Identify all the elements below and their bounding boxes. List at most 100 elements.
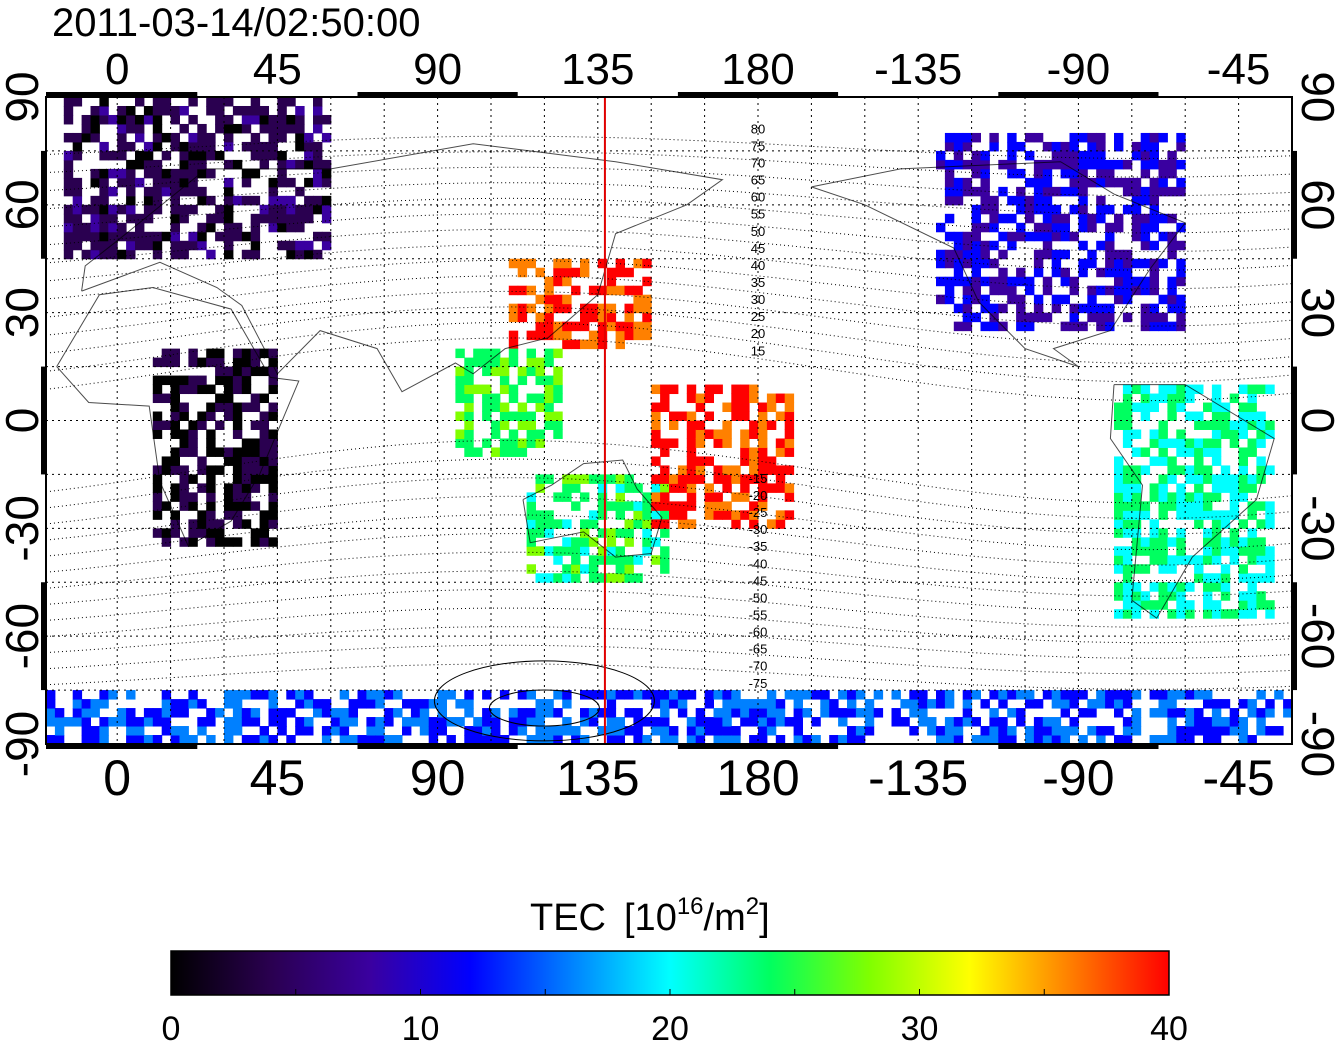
tec-cell xyxy=(428,717,439,727)
tec-cell xyxy=(909,708,919,718)
tec-cell xyxy=(508,429,519,439)
tec-cell xyxy=(731,726,741,736)
tec-cell xyxy=(1167,213,1177,224)
tec-cell xyxy=(1025,213,1035,224)
tec-cell xyxy=(72,186,83,197)
tec-cell xyxy=(1105,303,1115,314)
tec-cell xyxy=(1114,690,1124,700)
tec-cell xyxy=(606,528,617,538)
tec-cell xyxy=(1220,420,1231,430)
tec-cell xyxy=(695,429,706,439)
tec-cell xyxy=(624,483,634,493)
tec-cell xyxy=(953,735,964,745)
tec-cell xyxy=(998,186,1008,197)
mag-lat-label: -20 xyxy=(749,488,768,503)
tec-cell xyxy=(1087,213,1097,224)
tec-cell xyxy=(152,510,163,520)
tec-cell xyxy=(704,483,714,493)
tec-cell xyxy=(766,717,777,727)
tec-cell xyxy=(152,717,163,727)
tec-cell xyxy=(1176,555,1186,565)
tec-cell xyxy=(1114,474,1124,484)
tec-cell xyxy=(526,420,536,430)
tec-cell xyxy=(268,186,278,197)
tec-cell xyxy=(241,168,252,179)
tec-cell xyxy=(1247,600,1257,610)
tec-cell xyxy=(526,510,536,520)
tec-cell xyxy=(758,420,768,430)
tec-cell xyxy=(232,366,243,377)
mag-lat-contour xyxy=(45,151,1293,178)
tec-cell xyxy=(1051,213,1062,224)
tec-cell xyxy=(1194,510,1204,520)
tec-cell xyxy=(1096,303,1106,314)
tec-cell xyxy=(1131,510,1142,520)
tec-cell xyxy=(784,483,795,493)
tec-cell xyxy=(944,294,955,305)
tec-cell xyxy=(1238,699,1248,709)
tec-cell xyxy=(642,276,652,287)
tec-cell xyxy=(161,186,172,197)
tec-cell xyxy=(1256,474,1266,484)
tec-cell xyxy=(179,204,189,215)
tec-cell xyxy=(766,699,777,709)
tec-cell xyxy=(1149,204,1159,215)
tec-cell xyxy=(1122,528,1133,538)
tec-cell xyxy=(971,213,981,224)
tec-cell xyxy=(268,375,278,386)
tec-cell xyxy=(624,555,634,565)
tec-cell xyxy=(998,231,1008,242)
tec-cell xyxy=(1256,591,1266,601)
tec-cell xyxy=(1238,726,1248,736)
tec-cell xyxy=(197,420,207,430)
tec-cell xyxy=(1220,699,1231,709)
tec-cell xyxy=(152,483,163,493)
tec-cell xyxy=(1105,285,1115,296)
tec-cell xyxy=(1203,492,1213,502)
tec-cell xyxy=(766,402,777,413)
tec-cell xyxy=(1247,591,1257,601)
tec-cell xyxy=(562,573,572,583)
tec-cell xyxy=(686,735,697,745)
tec-cell xyxy=(170,195,180,206)
tec-cell xyxy=(535,375,545,386)
tec-cell xyxy=(544,420,554,430)
tec-cell xyxy=(117,123,127,134)
tec-cell xyxy=(1149,312,1159,323)
tec-cell xyxy=(72,699,83,709)
tec-cell xyxy=(953,177,964,188)
tec-cell xyxy=(704,429,714,439)
tec-cell xyxy=(642,717,652,727)
tec-cell xyxy=(250,708,261,718)
tec-cell xyxy=(277,222,287,233)
tec-cell xyxy=(1033,699,1044,709)
tec-cell xyxy=(1096,321,1106,332)
tec-cell xyxy=(1016,690,1026,700)
tec-cell xyxy=(1211,573,1222,583)
tec-cell xyxy=(1025,150,1035,161)
tec-cell xyxy=(1238,537,1248,547)
tec-cell xyxy=(1194,555,1204,565)
tec-cell xyxy=(633,573,643,583)
tec-cell xyxy=(508,285,519,296)
tec-cell xyxy=(188,159,198,170)
tec-cell xyxy=(749,699,759,709)
tec-cell xyxy=(1203,420,1213,430)
tec-cell xyxy=(215,708,225,718)
top-lon-tick-label: -45 xyxy=(1207,45,1271,94)
tec-cell xyxy=(1078,303,1088,314)
tec-cell xyxy=(1149,519,1159,529)
tec-cell xyxy=(206,501,216,511)
tec-cell xyxy=(544,735,554,745)
tec-cell xyxy=(1203,699,1213,709)
tec-cell xyxy=(215,465,225,475)
tec-cell xyxy=(81,231,91,242)
tec-cell xyxy=(491,366,501,377)
tec-cell xyxy=(81,204,91,215)
tec-cell xyxy=(944,717,955,727)
tec-cell xyxy=(535,312,545,323)
tec-cell xyxy=(1176,510,1186,520)
tec-cell xyxy=(1229,609,1240,619)
tec-cell xyxy=(642,519,652,529)
tec-cell xyxy=(927,726,937,736)
